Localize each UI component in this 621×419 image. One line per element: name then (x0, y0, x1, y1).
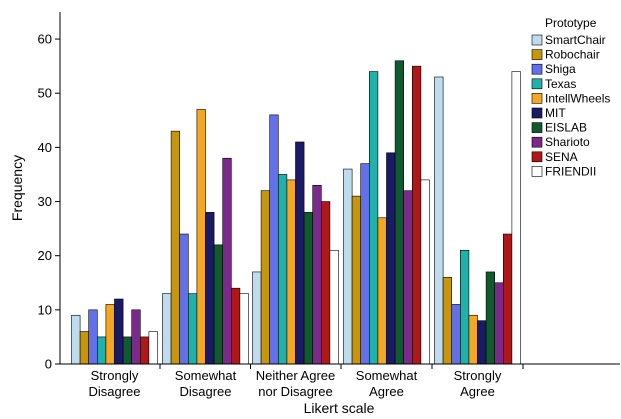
bar-mit-1 (205, 212, 215, 365)
legend-swatch-texas (531, 78, 543, 90)
y-tick-label-60: 60 (38, 32, 52, 47)
bar-shiga-0 (88, 309, 98, 365)
bar-smartchair-4 (434, 76, 444, 365)
bar-eislab-3 (394, 60, 405, 365)
bar-texas-2 (277, 174, 288, 365)
bar-shiga-1 (179, 233, 189, 365)
bar-texas-4 (459, 249, 470, 365)
bar-smartchair-3 (343, 168, 353, 365)
legend-label-robochair: Robochair (545, 48, 600, 62)
bar-smartchair-1 (162, 293, 172, 365)
y-tick-label-0: 0 (45, 357, 52, 372)
legend-label-texas: Texas (545, 77, 576, 91)
bar-mit-3 (386, 152, 396, 365)
bar-robochair-0 (79, 331, 89, 365)
bar-eislab-1 (213, 244, 224, 365)
x-category-label-3: Somewhat Agree (356, 368, 418, 399)
bar-eislab-2 (303, 212, 314, 365)
bar-mit-4 (477, 320, 487, 365)
bar-shiga-2 (269, 114, 279, 365)
axes-layer: 0 10 20 30 40 50 60 Strongly Disagree Somewhat Dis… (38, 12, 620, 399)
bar-intellwheels-4 (468, 314, 478, 365)
bar-intellwheels-3 (377, 217, 387, 365)
bar-sharioto-0 (131, 309, 141, 365)
bar-smartchair-2 (252, 271, 262, 365)
bar-robochair-4 (442, 277, 453, 365)
bar-robochair-3 (351, 195, 362, 365)
bar-robochair-1 (170, 130, 181, 365)
bar-intellwheels-2 (286, 179, 296, 365)
y-tick-label-40: 40 (38, 140, 52, 155)
bar-sena-0 (140, 336, 150, 365)
bar-sena-3 (411, 65, 422, 365)
bar-texas-1 (188, 293, 198, 365)
legend-swatch-friendii (531, 166, 543, 177)
legend-swatch-sena (531, 151, 543, 163)
legend-label-shiga: Shiga (545, 62, 576, 76)
bar-friendii-2 (329, 249, 339, 365)
bar-sharioto-3 (403, 190, 413, 365)
bar-eislab-4 (485, 271, 496, 365)
bar-sena-4 (502, 233, 513, 365)
y-tick-label-10: 10 (38, 302, 52, 317)
legend-swatch-shiga (531, 63, 543, 75)
bar-layer (71, 60, 521, 365)
y-tick-label-30: 30 (38, 194, 52, 209)
bar-eislab-0 (122, 336, 132, 365)
bar-sharioto-1 (222, 157, 232, 365)
legend: Prototype SmartChairRobochairShigaTexasIn… (531, 16, 610, 178)
bar-robochair-2 (260, 190, 271, 365)
legend-label-mit: MIT (545, 106, 566, 120)
legend-label-sharioto: Sharioto (545, 135, 590, 149)
bar-mit-0 (114, 298, 124, 365)
bar-smartchair-0 (71, 314, 81, 365)
bar-shiga-3 (360, 163, 370, 365)
legend-swatch-mit (531, 107, 543, 119)
legend-swatch-robochair (531, 49, 543, 60)
bar-sharioto-2 (312, 184, 322, 365)
bar-friendii-0 (148, 331, 158, 365)
bar-friendii-3 (420, 179, 430, 365)
bar-texas-3 (368, 71, 379, 365)
y-tick-label-20: 20 (38, 248, 52, 263)
y-axis-label: Frequency (9, 155, 25, 221)
bar-intellwheels-1 (196, 109, 206, 365)
y-tick-label-50: 50 (38, 86, 52, 101)
legend-title: Prototype (545, 16, 597, 30)
x-category-label-2: Neither Agree nor Disagree (256, 368, 336, 399)
legend-label-friendii: FRIENDII (545, 164, 596, 178)
x-category-label-1: Somewhat Disagree (175, 368, 237, 399)
bar-texas-0 (97, 336, 107, 365)
bar-intellwheels-0 (105, 304, 115, 365)
legend-swatch-smartchair (531, 34, 543, 46)
legend-swatch-intellwheels (531, 93, 543, 104)
x-category-label-4: Strongly Agree (454, 368, 502, 399)
bar-sharioto-4 (494, 282, 504, 365)
legend-label-sena: SENA (545, 150, 578, 164)
bar-mit-2 (295, 141, 305, 365)
x-axis-label: Likert scale (304, 400, 375, 416)
legend-swatch-eislab (531, 122, 543, 133)
bar-friendii-4 (511, 71, 521, 365)
bar-sena-1 (231, 287, 241, 365)
legend-swatch-sharioto (531, 136, 543, 148)
bar-friendii-1 (239, 293, 249, 365)
bar-sena-2 (320, 201, 331, 365)
legend-label-smartchair: SmartChair (545, 33, 606, 47)
legend-label-eislab: EISLAB (545, 121, 587, 135)
legend-label-intellwheels: IntellWheels (545, 91, 610, 105)
bar-shiga-4 (451, 304, 461, 365)
x-category-label-0: Strongly Disagree (88, 368, 140, 399)
